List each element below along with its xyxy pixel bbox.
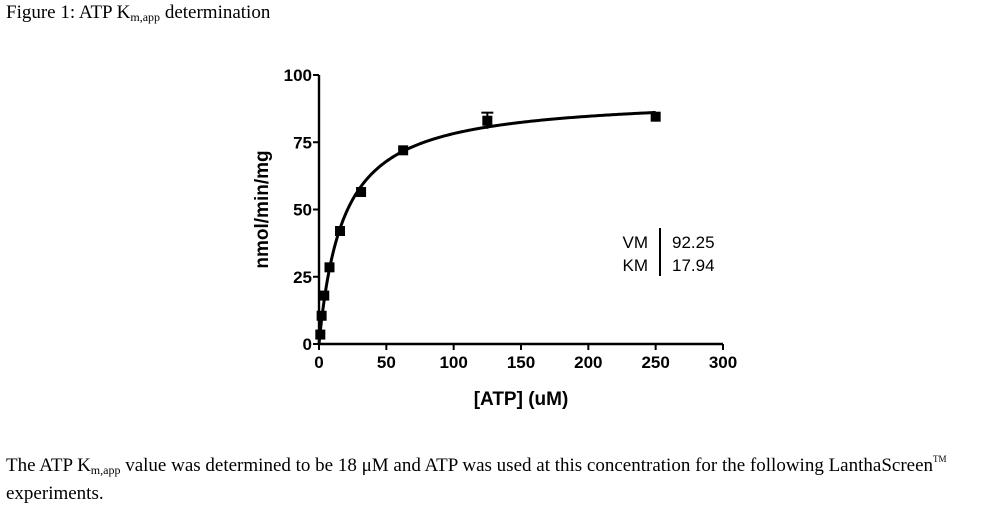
fit-curve [317, 110, 656, 345]
x-tick-label: 100 [439, 353, 467, 372]
data-point [319, 290, 330, 301]
fit-curve-layer [317, 110, 656, 345]
x-axis-label: [ATP] (uM) [474, 389, 569, 410]
data-point [356, 187, 367, 198]
x-tick-label: 0 [314, 353, 323, 372]
data-points-layer [315, 111, 661, 340]
y-tick-label: 100 [284, 66, 312, 85]
caption-paragraph: The ATP Km,app value was determined to b… [6, 447, 991, 506]
data-point [482, 115, 493, 126]
x-tick-label: 150 [507, 353, 535, 372]
figure-title: Figure 1: ATP Km,app determination [6, 0, 270, 30]
y-tick-label: 75 [293, 133, 312, 152]
data-point [650, 111, 661, 122]
x-tick-label: 200 [574, 353, 602, 372]
y-axis-label: nmol/min/mg [252, 150, 273, 268]
y-tick-label: 0 [303, 335, 312, 354]
atp-km-chart: 0 25 50 75 100 0 50 100 150 200 250 300 [ATP] (uM) nm… [252, 66, 737, 410]
figure-title-suffix: determination [160, 2, 271, 23]
x-tick-label: 50 [377, 353, 396, 372]
y-tick-label: 50 [293, 201, 312, 220]
figure-title-text: Figure 1: ATP K [6, 2, 131, 23]
caption-trademark: TM [933, 454, 947, 464]
fit-param-value: 92.25 [672, 233, 715, 252]
data-point [324, 262, 335, 273]
caption-text-2: value was determined to be 18 μM and ATP… [120, 455, 934, 476]
fit-param-label: VM [623, 233, 649, 252]
chart-axes: 0 25 50 75 100 0 50 100 150 200 250 300 [ATP] (uM) nm… [252, 66, 737, 410]
caption-subscript: m,app [90, 463, 121, 477]
x-tick-label: 300 [709, 353, 737, 372]
figure-title-subscript: m,app [130, 10, 161, 24]
data-point [316, 310, 327, 321]
caption-text-3: experiments. [6, 483, 104, 504]
data-point [315, 329, 326, 340]
x-tick-label: 250 [641, 353, 669, 372]
fit-param-value: 17.94 [672, 256, 715, 275]
fit-parameter-table: VM 92.25 KM 17.94 [623, 228, 715, 276]
fit-param-label: KM [623, 256, 649, 275]
caption-text-1: The ATP K [6, 455, 91, 476]
data-point [335, 226, 346, 237]
data-point [398, 145, 409, 156]
y-tick-label: 25 [293, 268, 312, 287]
